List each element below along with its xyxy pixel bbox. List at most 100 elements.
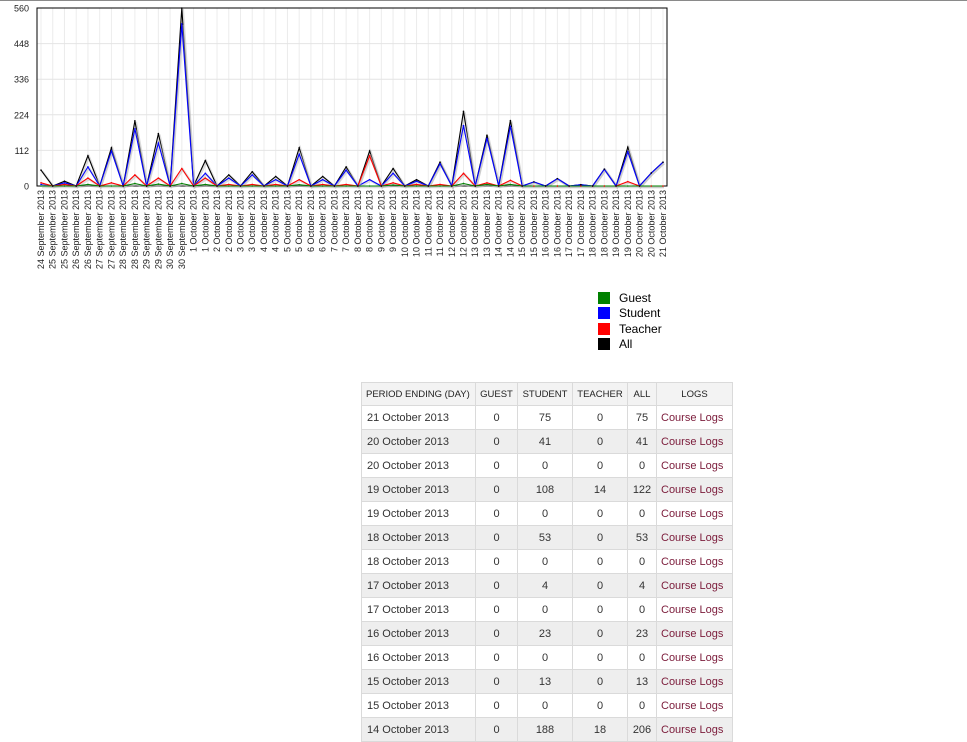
cell-all: 0 bbox=[627, 645, 657, 670]
table-row: 20 October 2013 0 41 0 41 Course Logs bbox=[361, 429, 733, 454]
course-logs-link[interactable]: Course Logs bbox=[656, 573, 733, 598]
data-point-all bbox=[439, 161, 441, 163]
x-tick-label: 26 September 2013 bbox=[83, 190, 93, 269]
course-logs-link[interactable]: Course Logs bbox=[656, 429, 733, 454]
data-point-guest bbox=[63, 185, 66, 187]
course-logs-link[interactable]: Course Logs bbox=[656, 693, 733, 718]
table-row: 17 October 2013 0 4 0 4 Course Logs bbox=[361, 573, 733, 598]
cell-period: 15 October 2013 bbox=[361, 669, 476, 694]
data-point-all bbox=[239, 185, 242, 187]
course-logs-link[interactable]: Course Logs bbox=[656, 549, 733, 574]
data-point-all bbox=[145, 185, 148, 187]
data-point-student bbox=[274, 178, 277, 181]
cell-teacher: 0 bbox=[572, 621, 628, 646]
data-point-guest bbox=[626, 185, 629, 187]
data-point-teacher bbox=[345, 183, 347, 186]
data-point-all bbox=[509, 119, 512, 122]
cell-teacher: 18 bbox=[572, 717, 628, 742]
x-tick-label: 9 October 2013 bbox=[376, 190, 386, 252]
data-point-all bbox=[662, 161, 664, 163]
x-tick-label: 11 October 2013 bbox=[435, 190, 445, 256]
course-logs-link[interactable]: Course Logs bbox=[656, 477, 733, 502]
cell-all: 41 bbox=[627, 429, 657, 454]
x-tick-label: 7 October 2013 bbox=[341, 190, 351, 252]
data-point-student bbox=[368, 178, 371, 181]
data-point-teacher bbox=[227, 183, 230, 186]
course-logs-link[interactable]: Course Logs bbox=[656, 501, 733, 526]
y-tick-label: 112 bbox=[15, 146, 29, 156]
data-point-teacher bbox=[368, 155, 371, 157]
cell-student: 4 bbox=[517, 573, 573, 598]
data-point-all bbox=[591, 185, 594, 187]
x-tick-label: 15 October 2013 bbox=[529, 190, 539, 257]
column-header-guest: GUEST bbox=[475, 382, 518, 406]
cell-period: 17 October 2013 bbox=[361, 597, 476, 622]
cell-all: 75 bbox=[627, 405, 657, 430]
data-point-all bbox=[427, 185, 430, 187]
data-point-student bbox=[40, 183, 42, 186]
cell-period: 20 October 2013 bbox=[361, 429, 476, 454]
x-tick-label: 27 September 2013 bbox=[106, 190, 116, 269]
course-logs-link[interactable]: Course Logs bbox=[656, 405, 733, 430]
data-point-guest bbox=[415, 185, 418, 187]
course-logs-link[interactable]: Course Logs bbox=[656, 669, 733, 694]
table-body: 21 October 2013 0 75 0 75 Course Logs 20 Octob… bbox=[361, 405, 733, 742]
table-row: 17 October 2013 0 0 0 0 Course Logs bbox=[361, 597, 733, 622]
x-tick-label: 27 September 2013 bbox=[95, 190, 105, 269]
data-point-all bbox=[333, 185, 336, 187]
x-tick-label: 5 October 2013 bbox=[282, 190, 292, 252]
cell-all: 122 bbox=[627, 477, 657, 502]
data-point-all bbox=[392, 167, 394, 170]
cell-teacher: 0 bbox=[572, 669, 628, 694]
course-logs-table: PERIOD ENDING (DAY) GUEST STUDENT TEACHE… bbox=[361, 382, 733, 742]
cell-teacher: 0 bbox=[572, 573, 628, 598]
data-point-teacher bbox=[509, 179, 512, 182]
cell-teacher: 0 bbox=[572, 405, 628, 430]
cell-all: 23 bbox=[627, 621, 657, 646]
x-tick-label: 16 October 2013 bbox=[541, 190, 551, 257]
data-point-guest bbox=[251, 185, 254, 187]
data-point-guest bbox=[204, 183, 207, 186]
cell-student: 0 bbox=[517, 645, 573, 670]
legend-swatch-student bbox=[598, 307, 610, 320]
x-tick-label: 17 October 2013 bbox=[564, 190, 574, 257]
y-tick-label: 224 bbox=[14, 110, 29, 120]
data-point-student bbox=[227, 177, 230, 179]
legend-swatch-guest bbox=[598, 292, 610, 304]
data-point-guest bbox=[227, 185, 230, 187]
x-tick-label: 20 October 2013 bbox=[635, 190, 645, 257]
cell-teacher: 0 bbox=[572, 429, 628, 454]
x-tick-label: 4 October 2013 bbox=[271, 190, 281, 252]
course-logs-link[interactable]: Course Logs bbox=[656, 645, 733, 670]
cell-all: 0 bbox=[627, 549, 657, 574]
x-tick-label: 9 October 2013 bbox=[388, 190, 398, 252]
course-logs-link[interactable]: Course Logs bbox=[656, 525, 733, 550]
course-logs-link[interactable]: Course Logs bbox=[656, 597, 733, 622]
course-logs-link[interactable]: Course Logs bbox=[656, 621, 733, 646]
x-tick-label: 6 October 2013 bbox=[306, 190, 316, 252]
data-point-teacher bbox=[392, 182, 394, 184]
data-point-all bbox=[345, 166, 347, 168]
x-tick-label: 19 October 2013 bbox=[611, 190, 621, 257]
data-point-guest bbox=[87, 183, 89, 186]
data-point-all bbox=[157, 132, 160, 135]
table-row: 18 October 2013 0 53 0 53 Course Logs bbox=[361, 525, 733, 550]
cell-guest: 0 bbox=[475, 405, 518, 430]
data-point-teacher bbox=[157, 177, 160, 179]
table-row: 19 October 2013 0 108 14 122 Course Logs bbox=[361, 477, 733, 502]
series-line-guest bbox=[41, 182, 663, 187]
x-tick-label: 3 October 2013 bbox=[247, 190, 257, 252]
data-point-all bbox=[568, 185, 570, 187]
course-logs-link[interactable]: Course Logs bbox=[656, 717, 733, 742]
data-point-all bbox=[486, 134, 488, 136]
course-logs-link[interactable]: Course Logs bbox=[656, 453, 733, 478]
x-tick-label: 29 September 2013 bbox=[153, 190, 163, 269]
cell-all: 0 bbox=[627, 597, 657, 622]
data-point-student bbox=[63, 182, 66, 184]
cell-student: 0 bbox=[517, 501, 573, 526]
y-tick-label: 448 bbox=[14, 39, 29, 49]
data-point-all bbox=[415, 178, 418, 181]
data-point-all bbox=[181, 7, 183, 9]
table-row: 16 October 2013 0 0 0 0 Course Logs bbox=[361, 645, 733, 670]
data-point-teacher bbox=[439, 183, 441, 186]
